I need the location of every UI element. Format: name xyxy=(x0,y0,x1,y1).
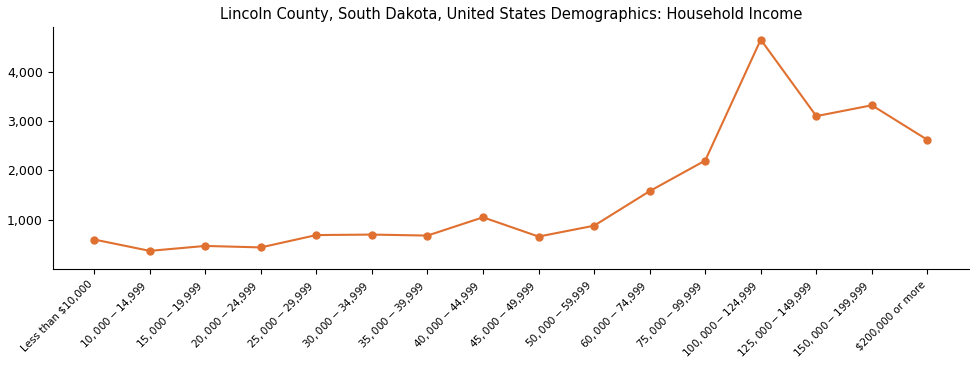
Title: Lincoln County, South Dakota, United States Demographics: Household Income: Lincoln County, South Dakota, United Sta… xyxy=(220,7,802,22)
